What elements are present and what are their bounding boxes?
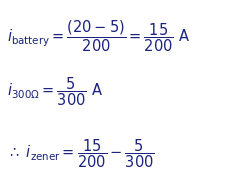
- Text: $i_{300\Omega} = \dfrac{5}{300}$ A: $i_{300\Omega} = \dfrac{5}{300}$ A: [7, 75, 103, 108]
- Text: $i_{\mathrm{battery}} =\dfrac{(20-5)}{200} = \dfrac{15}{200}$ A: $i_{\mathrm{battery}} =\dfrac{(20-5)}{20…: [7, 19, 190, 54]
- Text: $\therefore\; i_{\mathrm{zener}} = \dfrac{15}{200} - \dfrac{5}{300}$: $\therefore\; i_{\mathrm{zener}} = \dfra…: [7, 137, 155, 170]
